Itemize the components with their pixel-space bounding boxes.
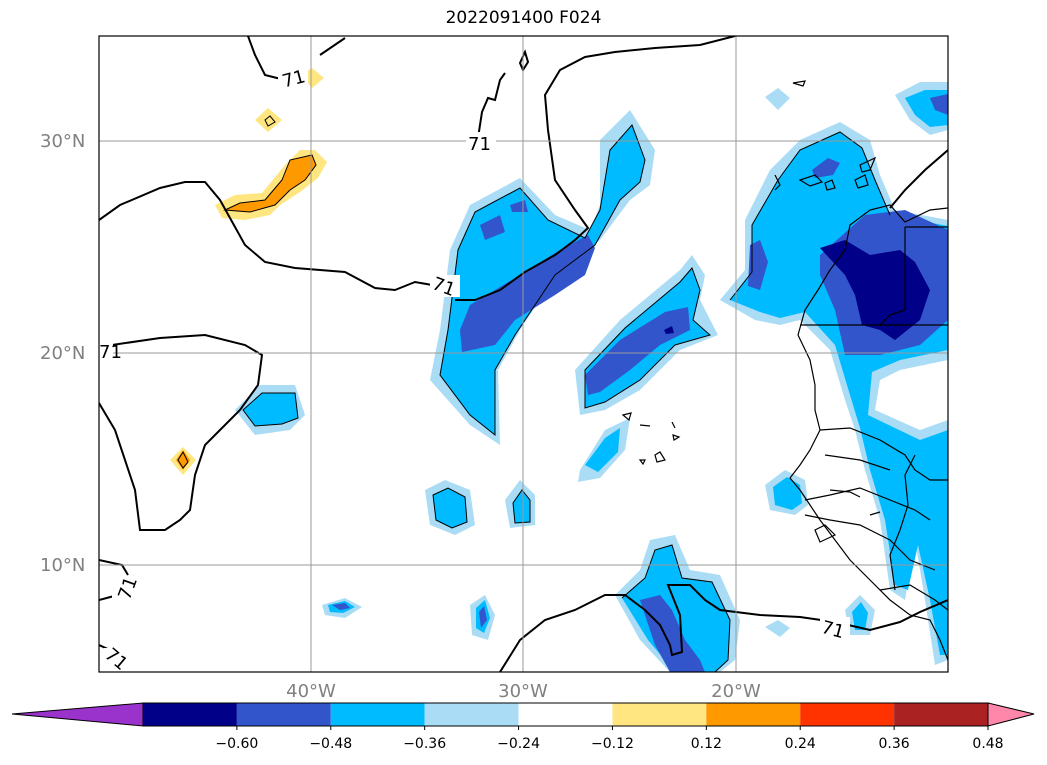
colorbar-tick-label: 0.24 [784, 736, 816, 752]
colorbar-tick-label: −0.48 [309, 736, 353, 752]
contour-labels: 71 71 71 71 71 71 71 [99, 66, 850, 672]
colorbar-tick-label: −0.60 [215, 736, 259, 752]
contour-label: 71 [99, 342, 122, 363]
colorbar-tick-label: −0.36 [403, 736, 447, 752]
colorbar-tick-label: 0.12 [690, 736, 722, 752]
colorbar-segment [424, 703, 519, 726]
anomaly-outline-contours [177, 115, 891, 672]
lat-label-20n: 20°N [40, 343, 86, 364]
lat-label-10n: 10°N [40, 555, 86, 576]
colorbar-segment [894, 703, 988, 726]
colorbar-high-extension [987, 702, 1035, 727]
colorbar-segment [330, 703, 425, 726]
colorbar-low-extension [11, 702, 144, 727]
colorbar-segment [706, 703, 801, 726]
contour-label: 71 [468, 134, 491, 155]
map-plot-area: 71 71 71 71 71 71 71 [99, 36, 948, 672]
lat-label-30n: 30°N [40, 131, 86, 152]
lon-label-40w: 40°W [286, 681, 336, 702]
colorbar-tick-label: −0.12 [590, 736, 634, 752]
colorbar-segment [236, 703, 331, 726]
coastlines [621, 80, 948, 661]
lon-label-20w: 20°W [711, 681, 761, 702]
colorbar [11, 702, 1035, 730]
map-gridlines [99, 36, 948, 672]
colorbar-segment [518, 703, 613, 726]
colorbar-tick-label: 0.36 [878, 736, 910, 752]
colorbar-segment [800, 703, 895, 726]
lon-label-30w: 30°W [498, 681, 548, 702]
map-title: 2022091400 F024 [445, 8, 602, 28]
colorbar-segment [143, 703, 237, 726]
map-frame [98, 35, 949, 673]
navy-anomaly-areas [664, 240, 930, 340]
colorbar-tick-label: 0.48 [972, 736, 1004, 752]
colorbar-segment [612, 703, 707, 726]
colorbar-tick-label: −0.24 [497, 736, 540, 752]
